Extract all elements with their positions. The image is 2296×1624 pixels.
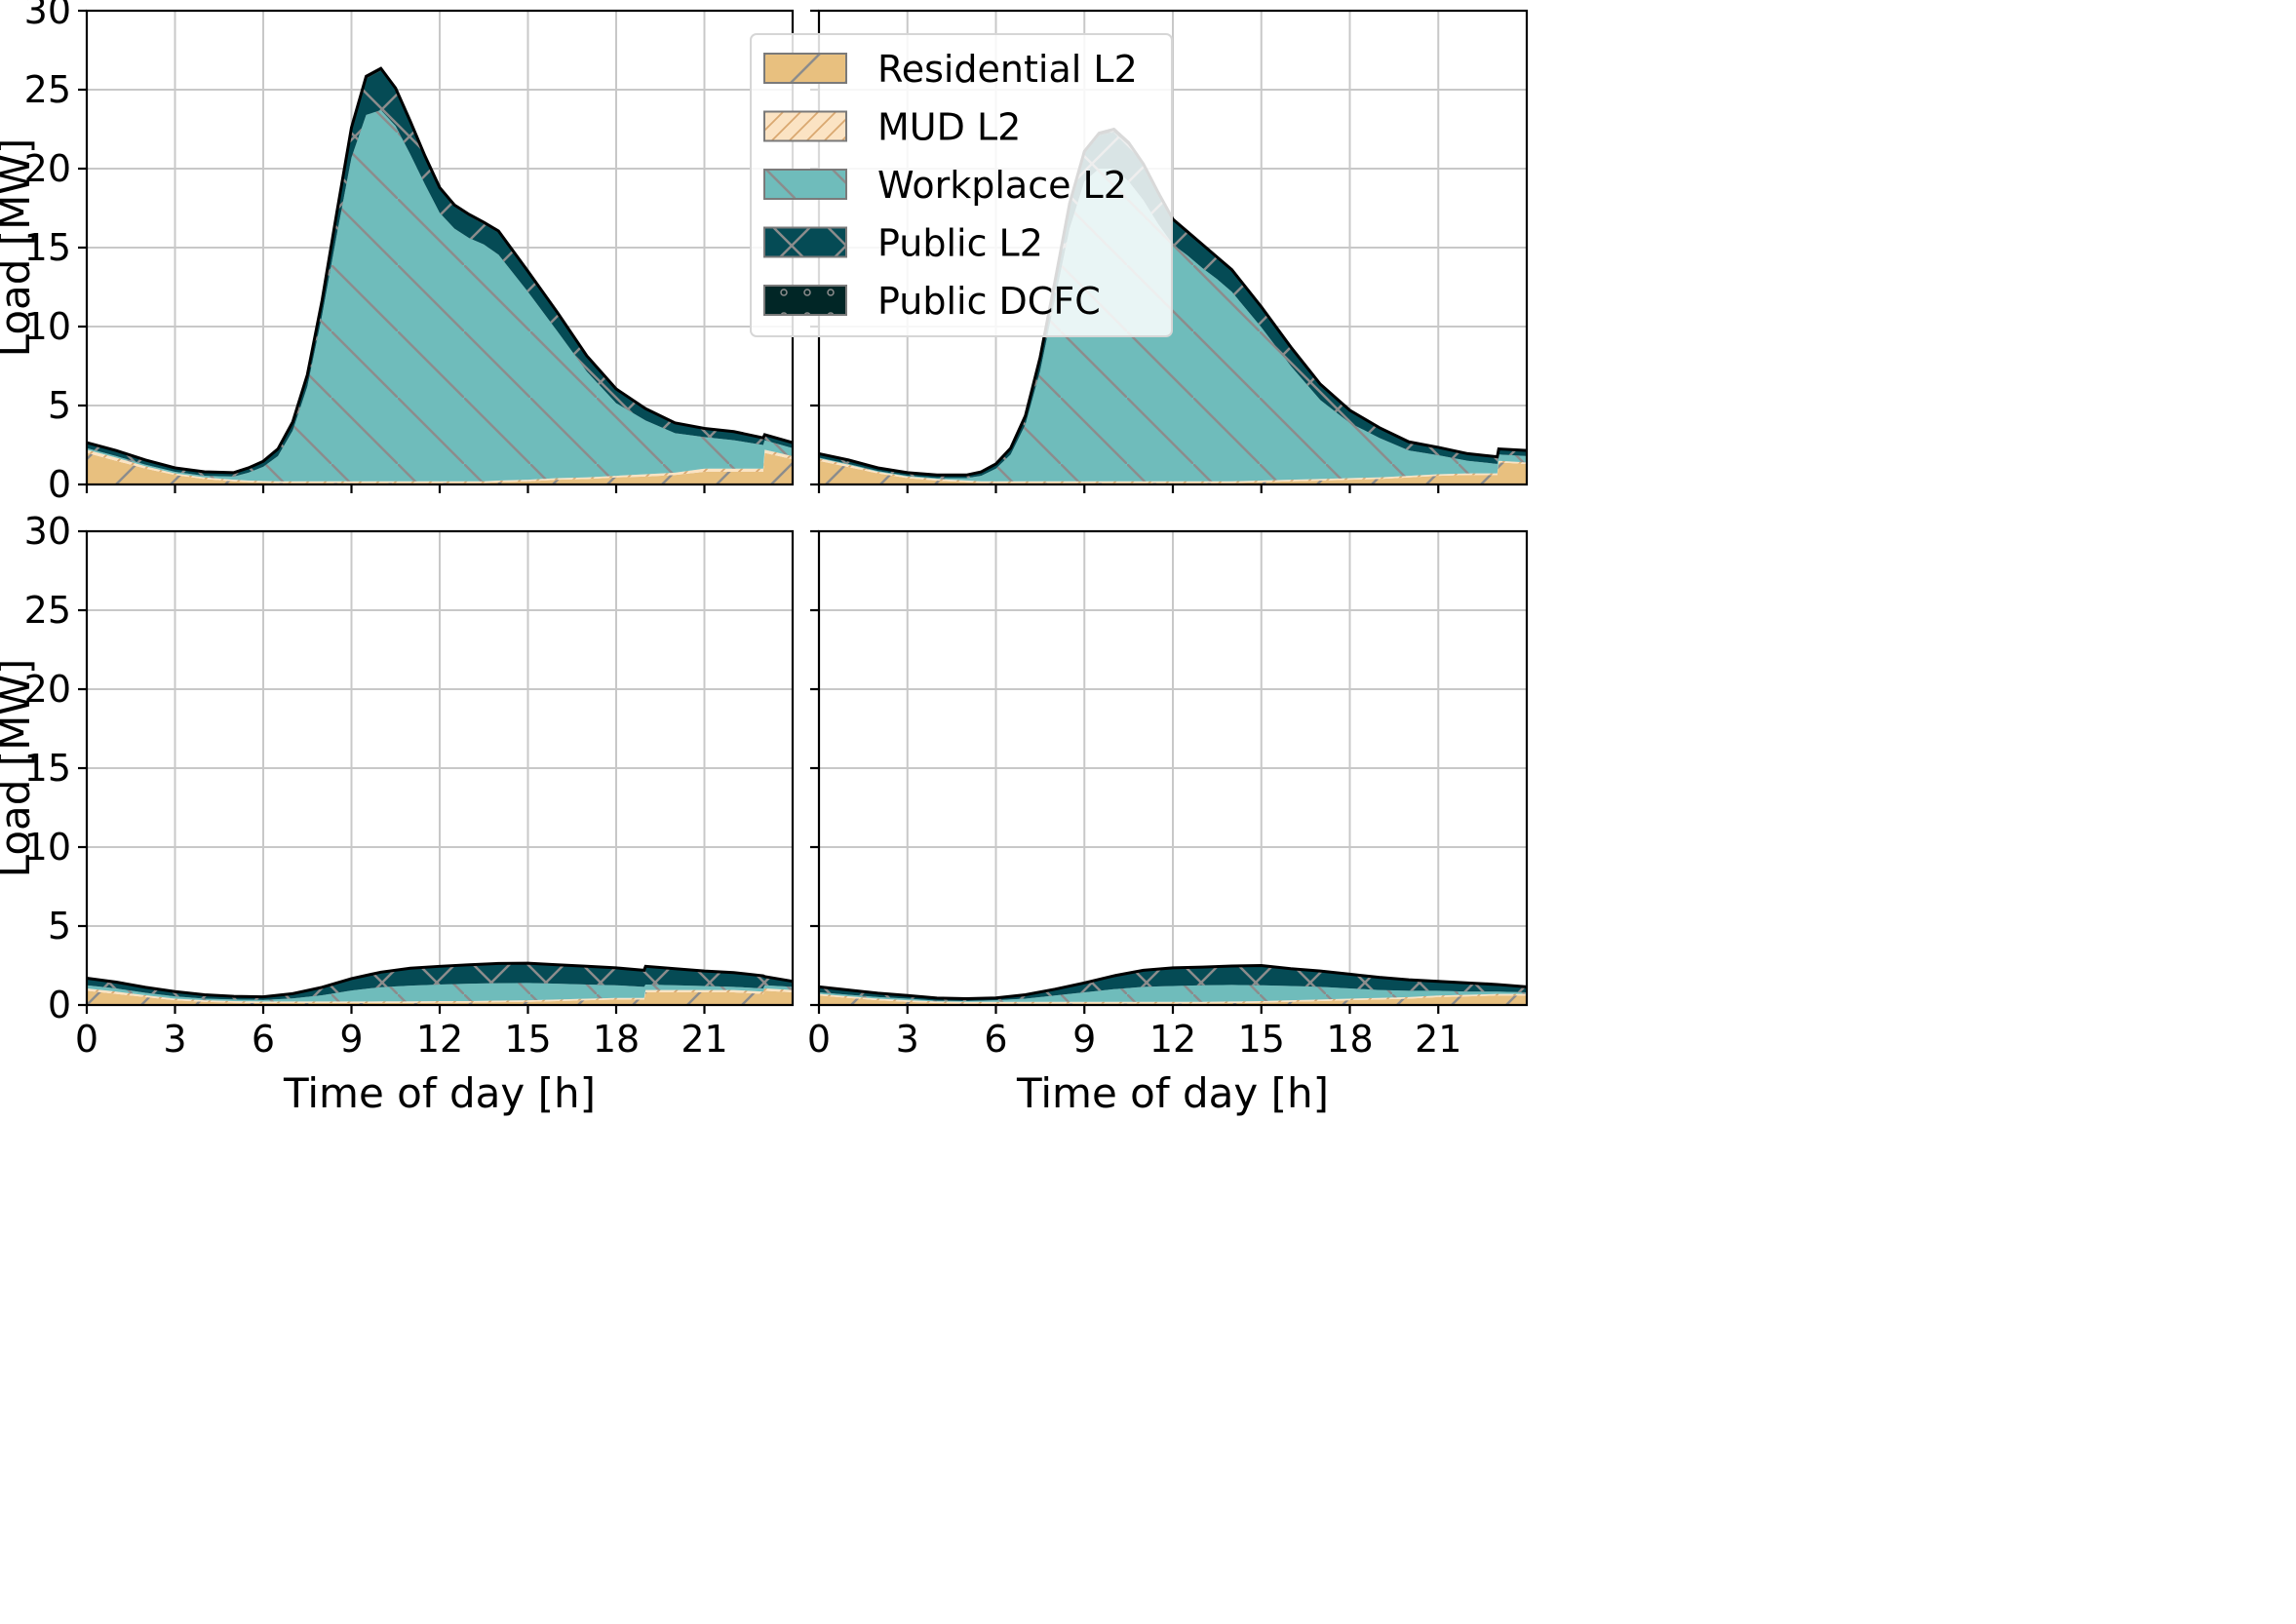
legend: Residential L2 MUD L2 Workplace L2 Public L…	[750, 33, 1173, 337]
x-tick-label: 12	[1149, 1018, 1196, 1061]
area-hatch-residential	[87, 452, 793, 484]
area-hatch-mud	[87, 987, 793, 1004]
y-tick-label: 25	[24, 589, 71, 632]
y-axis-label: Load [MW]	[0, 659, 39, 878]
area-hatch-residential	[819, 460, 1527, 484]
total-load-line	[86, 66, 794, 475]
y-tick-label: 10	[24, 305, 71, 348]
x-tick-label: 12	[416, 1018, 463, 1061]
x-tick-label: 3	[163, 1018, 186, 1061]
y-tick-label: 20	[24, 147, 71, 190]
legend-label: Residential L2	[877, 48, 1138, 91]
panel-4: 0 3 6 9 12 15 18 21 Time of day [h]	[807, 529, 1529, 1117]
area-hatch-residential	[87, 990, 793, 1005]
x-tick-label: 0	[75, 1018, 98, 1061]
x-tick-label: 6	[252, 1018, 275, 1061]
legend-swatch-hatch	[763, 53, 847, 84]
y-tick-label: 25	[24, 68, 71, 111]
panel-1: 0 5 10 15 20 25 30 Load [MW]	[0, 0, 795, 506]
area-hatch-workplace	[87, 983, 793, 1002]
total-load-line	[818, 963, 1528, 1001]
x-tick-label: 15	[504, 1018, 551, 1061]
x-tick-label: 0	[807, 1018, 831, 1061]
y-tick-label: 30	[24, 510, 71, 553]
area-hatch-workplace	[819, 985, 1527, 1002]
legend-swatch-hatch	[763, 169, 847, 200]
legend-label: MUD L2	[877, 106, 1021, 149]
x-tick-label: 9	[339, 1018, 363, 1061]
area-hatch-public_l2	[87, 70, 793, 477]
x-tick-label: 15	[1238, 1018, 1285, 1061]
x-tick-label: 18	[1326, 1018, 1373, 1061]
y-tick-label: 15	[24, 747, 71, 790]
y-tick-label: 0	[48, 463, 71, 506]
legend-swatch-hatch	[763, 285, 847, 316]
legend-item: Public L2	[763, 222, 1043, 265]
y-tick-label: 15	[24, 226, 71, 269]
legend-label: Public DCFC	[877, 280, 1101, 323]
x-tick-label: 6	[984, 1018, 1007, 1061]
legend-swatch-hatch	[763, 226, 847, 258]
legend-swatch-hatch	[763, 110, 847, 142]
y-tick-label: 0	[48, 984, 71, 1026]
y-tick-label: 30	[24, 0, 71, 32]
area-hatch-mud	[819, 993, 1527, 1004]
panel-3: 0 5 10 15 20 25 30 Load [MW] 0 3 6 9 12 15 18 21 Time of…	[0, 510, 795, 1117]
x-axis-label: Time of day [h]	[1016, 1069, 1329, 1117]
x-tick-label: 18	[593, 1018, 640, 1061]
y-tick-label: 10	[24, 826, 71, 869]
x-tick-label: 21	[1415, 1018, 1461, 1061]
y-tick-label: 20	[24, 668, 71, 711]
area-hatch-workplace	[87, 110, 793, 482]
area-hatch-public_l2	[87, 963, 793, 1000]
total-load-line	[86, 961, 794, 999]
y-tick-label: 5	[48, 384, 71, 427]
x-axis-label: Time of day [h]	[283, 1069, 596, 1117]
legend-item: Public DCFC	[763, 280, 1101, 323]
legend-box	[750, 33, 1173, 337]
legend-label: Public L2	[877, 222, 1043, 265]
x-tick-label: 21	[681, 1018, 727, 1061]
y-axis-label: Load [MW]	[0, 138, 39, 358]
legend-item: Workplace L2	[763, 164, 1127, 207]
legend-item: MUD L2	[763, 106, 1021, 149]
legend-item: Residential L2	[763, 48, 1138, 91]
area-hatch-residential	[819, 995, 1527, 1005]
legend-label: Workplace L2	[877, 164, 1127, 207]
y-tick-label: 5	[48, 905, 71, 947]
x-tick-label: 3	[896, 1018, 919, 1061]
x-tick-label: 9	[1072, 1018, 1096, 1061]
